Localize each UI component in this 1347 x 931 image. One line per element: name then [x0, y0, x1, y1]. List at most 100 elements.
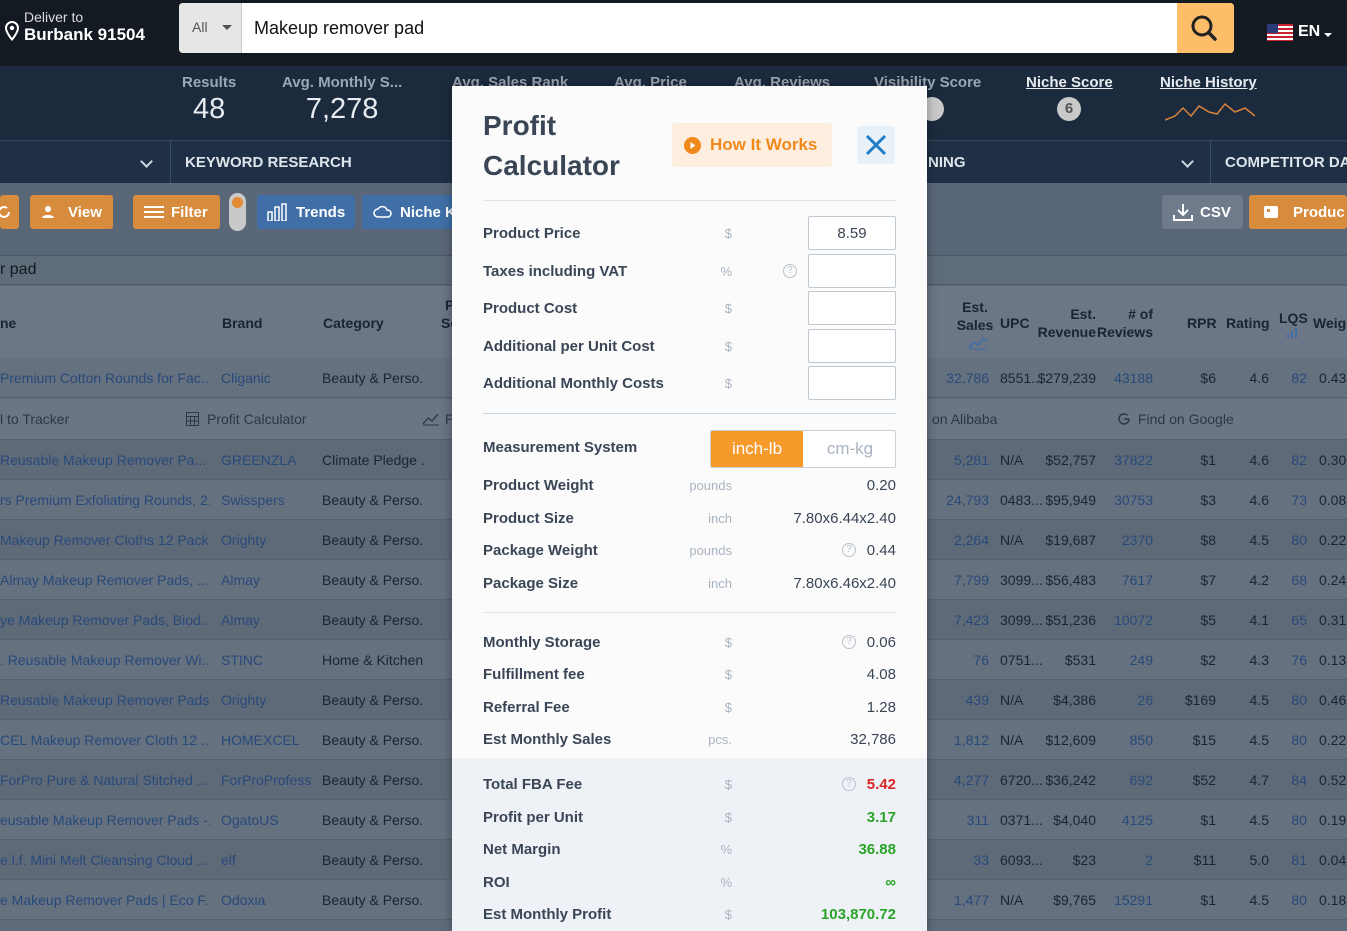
close-button[interactable] — [857, 126, 895, 164]
est-monthly-profit-unit: $ — [724, 907, 732, 922]
reviews-link[interactable]: 10072 — [1114, 612, 1153, 628]
brand-link[interactable]: Almay — [221, 612, 260, 628]
find-on-google-link[interactable]: Find on Google — [1138, 411, 1234, 427]
product-price-input[interactable] — [808, 216, 896, 250]
brand-link[interactable]: STINC — [221, 652, 263, 668]
reviews-link[interactable]: 4125 — [1121, 812, 1153, 828]
filter-button[interactable]: Filter — [133, 195, 220, 229]
col-weight[interactable]: Weig — [1313, 315, 1347, 331]
trends-button[interactable]: Trends — [257, 195, 355, 229]
brand-link[interactable]: Orighty — [221, 532, 267, 548]
brand-link[interactable]: Almay — [221, 572, 260, 588]
weight-cell: 0.22 — [1319, 532, 1347, 548]
tab-keyword-research[interactable]: KEYWORD RESEARCH — [185, 154, 352, 171]
col-brand[interactable]: Brand — [222, 315, 263, 331]
how-it-works-button[interactable]: How It Works — [672, 123, 832, 167]
product-name-link[interactable]: ye Makeup Remover Pads, Biod... — [0, 612, 210, 628]
niche-history-link[interactable]: Niche History — [1160, 74, 1257, 91]
category-cell: Beauty & Perso... — [322, 572, 424, 588]
view-button[interactable]: View — [30, 195, 113, 229]
cloud-icon — [373, 205, 392, 218]
product-name-link[interactable]: rs Premium Exfoliating Rounds, 2... — [0, 492, 210, 508]
est-sales-cell: 7,799 — [953, 572, 989, 588]
help-icon[interactable]: ? — [842, 635, 856, 649]
col-rpr[interactable]: RPR — [1187, 315, 1217, 331]
col-upc[interactable]: UPC — [1000, 315, 1030, 331]
reviews-link[interactable]: 43188 — [1114, 370, 1153, 386]
inch-lb-option[interactable]: inch-lb — [711, 431, 803, 467]
csv-button[interactable]: CSV — [1162, 195, 1243, 229]
brand-link[interactable]: GREENZLA — [221, 452, 297, 468]
taxes-vat-input[interactable] — [808, 253, 896, 288]
reviews-link[interactable]: 692 — [1129, 772, 1153, 788]
product-name-link[interactable]: Makeup Remover Cloths 12 Pack... — [0, 532, 210, 548]
additional-monthly-costs-input[interactable] — [808, 366, 896, 400]
brand-link[interactable]: ForProProfess... — [221, 772, 313, 788]
chevron-down-icon[interactable] — [1181, 155, 1194, 168]
help-icon[interactable]: ? — [842, 543, 856, 558]
col-name[interactable]: ne — [0, 315, 17, 331]
additional-unit-cost-input[interactable] — [808, 328, 896, 363]
col-category[interactable]: Category — [323, 315, 384, 331]
search-category-dropdown[interactable]: All — [179, 3, 242, 53]
product-name-link[interactable]: e Makeup Remover Pads | Eco F... — [0, 892, 210, 908]
fulfillment-fee-value: 4.08 — [866, 666, 896, 684]
find-on-alibaba-link[interactable]: on Alibaba — [932, 411, 998, 427]
col-rating[interactable]: Rating — [1226, 315, 1270, 331]
col-est-revenue[interactable]: Est. Revenue — [1037, 306, 1096, 340]
help-icon[interactable]: ? — [842, 777, 856, 791]
product-name-link[interactable]: Reusable Makeup Remover Pads... — [0, 692, 210, 708]
brand-link[interactable]: Odoxia — [221, 892, 266, 908]
roi-unit: % — [720, 874, 732, 890]
reviews-link[interactable]: 7617 — [1121, 572, 1153, 588]
rating-cell: 4.6 — [1249, 492, 1269, 508]
brand-link[interactable]: elf — [221, 852, 236, 868]
product-name-link[interactable]: ForPro Pure & Natural Stitched ... — [0, 772, 209, 788]
tab-section[interactable]: NING — [928, 154, 966, 171]
niche-keywords-button[interactable]: Niche K — [362, 195, 462, 229]
tab-competitor-data[interactable]: COMPETITOR DA — [1225, 154, 1347, 171]
brand-link[interactable]: Orighty — [221, 692, 267, 708]
col-est-sales[interactable]: Est. Sales — [956, 299, 994, 333]
search-button[interactable] — [1177, 3, 1234, 53]
profit-calculator-link[interactable]: Profit Calculator — [207, 411, 307, 427]
refresh-button[interactable] — [0, 195, 19, 229]
us-flag-icon — [1267, 24, 1293, 41]
brand-link[interactable]: OgatoUS — [221, 812, 279, 828]
brand-link[interactable]: Swisspers — [221, 492, 285, 508]
brand-link[interactable]: Cliganic — [221, 370, 271, 386]
chevron-down-icon[interactable] — [140, 155, 153, 168]
help-icon[interactable]: ? — [783, 263, 797, 278]
col-reviews[interactable]: # of Reviews — [1096, 306, 1153, 340]
col-price[interactable]: P — [445, 297, 455, 313]
product-name-link[interactable]: CEL Makeup Remover Cloth 12 ... — [0, 732, 210, 748]
reviews-link[interactable]: 2370 — [1121, 532, 1153, 548]
product-name-link[interactable]: Reusable Makeup Remover Pa... — [0, 452, 207, 468]
add-to-tracker-link[interactable]: l to Tracker — [0, 411, 70, 427]
reviews-link[interactable]: 850 — [1129, 732, 1153, 748]
product-name-link[interactable]: Premium Cotton Rounds for Fac... — [0, 370, 210, 386]
reviews-link[interactable]: 30753 — [1114, 492, 1153, 508]
col-lqs[interactable]: LQS — [1279, 310, 1308, 326]
product-name-link[interactable]: . Reusable Makeup Remover Wi... — [0, 652, 210, 668]
product-button[interactable]: Produc — [1249, 195, 1347, 229]
weight-cell: 0.31 — [1319, 612, 1347, 628]
product-cost-input[interactable] — [808, 291, 896, 325]
cm-kg-option[interactable]: cm-kg — [804, 431, 895, 467]
brand-link[interactable]: HOMEXCEL — [221, 732, 300, 748]
reviews-link[interactable]: 249 — [1129, 652, 1153, 668]
product-name-link[interactable]: e.l.f. Mini Melt Cleansing Cloud ... — [0, 852, 209, 868]
taxes-vat-label: Taxes including VAT — [483, 262, 628, 280]
product-history-link[interactable]: P — [445, 411, 455, 427]
reviews-link[interactable]: 15291 — [1114, 892, 1153, 908]
deliver-label: Deliver to — [24, 9, 84, 25]
reviews-link[interactable]: 2 — [1145, 852, 1153, 868]
toggle-switch[interactable] — [229, 193, 246, 231]
search-input[interactable] — [242, 3, 1177, 53]
niche-score-link[interactable]: Niche Score — [1026, 74, 1113, 91]
rating-cell: 4.6 — [1249, 452, 1269, 468]
product-name-link[interactable]: Almay Makeup Remover Pads, ... — [0, 572, 209, 588]
reviews-link[interactable]: 26 — [1137, 692, 1153, 708]
reviews-link[interactable]: 37822 — [1114, 452, 1153, 468]
product-name-link[interactable]: eusable Makeup Remover Pads -... — [0, 812, 210, 828]
